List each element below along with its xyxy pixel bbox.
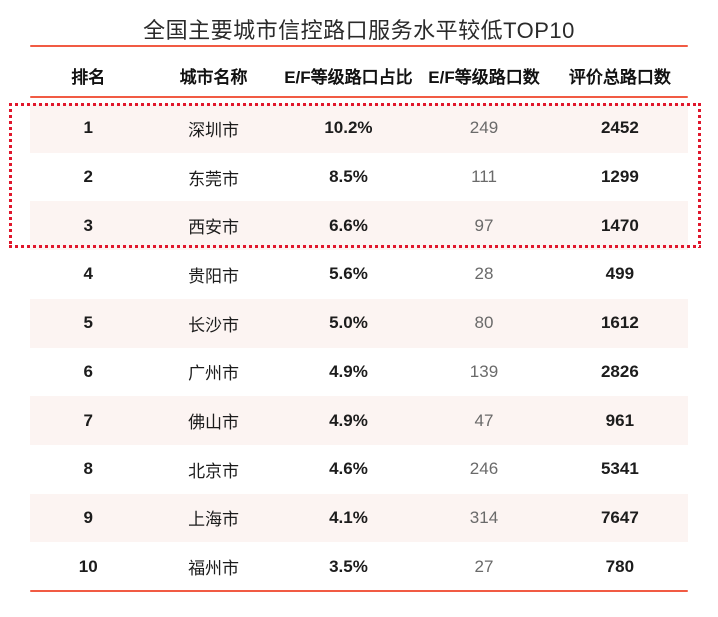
cell-rank: 9 [83,507,93,527]
cell-rank: 7 [83,410,93,430]
table-row: 6 广州市 4.9% 139 2826 [30,348,688,397]
cell-total: 5341 [600,459,639,479]
cell-count: 28 [474,264,494,284]
cell-total: 1470 [600,215,639,235]
table-row: 4 贵阳市 5.6% 28 499 [30,250,688,299]
cell-city: 长沙市 [188,315,240,335]
cell-ratio: 5.0% [329,313,368,333]
cell-rank: 1 [83,118,93,138]
table-body: 1 深圳市 10.2% 249 2452 2 东莞市 8.5% 111 1299 3 西安市 6.6% 9… [30,104,688,591]
table-row: 2 东莞市 8.5% 111 1299 [30,153,688,202]
top3-highlight-border-right [698,103,701,248]
cell-total: 499 [605,264,635,284]
cell-count: 111 [471,167,497,187]
cell-city: 广州市 [188,364,240,384]
page-title: 全国主要城市信控路口服务水平较低TOP10 [143,18,575,43]
cell-ratio: 4.9% [329,361,368,381]
cell-count: 47 [474,410,494,430]
cell-city: 深圳市 [188,120,240,140]
cell-total: 7647 [600,507,639,527]
cell-city: 贵阳市 [188,266,240,286]
title-divider-line [30,45,688,47]
cell-count: 27 [474,556,494,576]
cell-total: 780 [605,556,635,576]
cell-total: 1612 [600,313,639,333]
cell-rank: 8 [83,459,93,479]
table-row: 3 西安市 6.6% 97 1470 [30,201,688,251]
table-row: 10 福州市 3.5% 27 780 [30,542,688,591]
cell-count: 139 [469,361,499,381]
cell-city: 西安市 [188,218,240,238]
table-row: 7 佛山市 4.9% 47 961 [30,396,688,445]
table-row: 1 深圳市 10.2% 249 2452 [30,104,688,153]
column-header-ratio: E/F等级路口占比 [284,67,413,87]
cell-rank: 3 [83,215,93,235]
column-header-count: E/F等级路口数 [428,67,540,87]
cell-count: 246 [469,459,499,479]
cell-ratio: 8.5% [329,167,368,187]
cell-count: 314 [469,507,499,527]
cell-city: 佛山市 [188,413,240,433]
cell-city: 东莞市 [188,169,240,189]
cell-ratio: 3.5% [329,556,368,576]
cell-ratio: 4.6% [329,459,368,479]
column-header-rank: 排名 [71,67,106,87]
table-header-row: 排名 城市名称 E/F等级路口占比 E/F等级路口数 评价总路口数 [30,55,688,95]
table-row: 5 长沙市 5.0% 80 1612 [30,298,688,348]
cell-ratio: 10.2% [324,118,373,138]
cell-city: 上海市 [188,510,240,530]
cell-total: 2452 [600,118,639,138]
cell-rank: 2 [83,167,93,187]
cell-city: 北京市 [188,461,240,481]
cell-ratio: 6.6% [329,215,368,235]
column-header-total: 评价总路口数 [568,67,671,87]
cell-ratio: 4.1% [329,507,368,527]
cell-count: 97 [474,215,494,235]
cell-rank: 5 [83,313,93,333]
header-divider-line [30,96,688,98]
cell-total: 961 [605,410,635,430]
bottom-divider-line [30,590,688,592]
cell-total: 1299 [600,167,639,187]
cell-city: 福州市 [188,559,240,579]
cell-ratio: 5.6% [329,264,368,284]
cell-count: 80 [474,313,494,333]
column-header-city: 城市名称 [179,67,248,87]
top3-highlight-border-left [9,103,12,248]
table-row: 9 上海市 4.1% 314 7647 [30,493,688,543]
cell-rank: 4 [83,264,93,284]
cell-count: 249 [469,118,499,138]
cell-ratio: 4.9% [329,410,368,430]
table-row: 8 北京市 4.6% 246 5341 [30,445,688,494]
cell-rank: 10 [78,556,98,576]
cell-rank: 6 [83,361,93,381]
cell-total: 2826 [600,361,639,381]
